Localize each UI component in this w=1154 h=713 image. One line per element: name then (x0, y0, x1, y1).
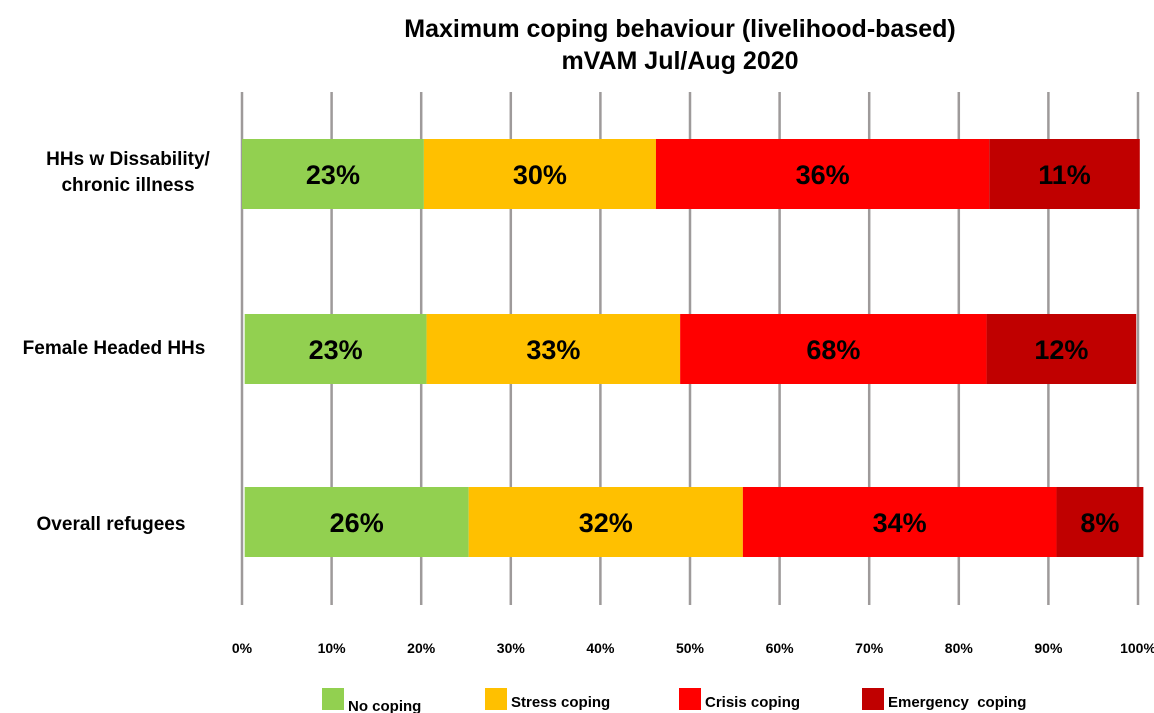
bar-segment (244, 314, 427, 384)
x-tick-label: 70% (855, 640, 884, 656)
data-labels: 23% 30% 36% 11% 23% 33% 68% 12% 26% 32% 34% 8% (306, 160, 1120, 538)
legend-swatch (679, 688, 701, 710)
category-label: HHs w Dissability/ (46, 149, 210, 170)
bars (242, 139, 1144, 557)
legend-label: Crisis coping (705, 694, 800, 711)
x-axis-ticks: 0% 10% 20% 30% 40% 50% 60% 70% 80% 90% 100% (232, 640, 1154, 656)
data-label: 30% (513, 160, 567, 190)
chart-title-line-2: mVAM Jul/Aug 2020 (561, 47, 798, 75)
x-tick-label: 40% (586, 640, 615, 656)
bar-segment (426, 314, 681, 384)
x-tick-label: 0% (232, 640, 253, 656)
x-tick-label: 80% (945, 640, 974, 656)
legend-swatch (485, 688, 507, 710)
bar-segment (242, 139, 424, 209)
legend-label: Stress coping (511, 694, 610, 711)
data-label: 32% (579, 508, 633, 538)
x-tick-label: 90% (1034, 640, 1063, 656)
legend-swatch (322, 688, 344, 710)
legend-label: Emergency coping (888, 694, 1026, 711)
data-label: 33% (526, 335, 580, 365)
bar-segment (468, 487, 743, 557)
x-tick-label: 10% (318, 640, 347, 656)
legend: No coping Stress coping Crisis coping Emerg… (322, 688, 1026, 713)
legend-label: No coping (348, 698, 421, 713)
category-label: Overall refugees (37, 514, 186, 535)
bar-segment (986, 314, 1137, 384)
data-label: 26% (330, 508, 384, 538)
x-tick-label: 100% (1120, 640, 1154, 656)
data-label: 11% (1038, 160, 1091, 190)
x-tick-label: 30% (497, 640, 526, 656)
category-labels: HHs w Dissability/chronic illness Female … (23, 149, 211, 535)
bar-segment (1056, 487, 1144, 557)
bar-segment (989, 139, 1140, 209)
x-tick-label: 50% (676, 640, 705, 656)
bar-segment (680, 314, 987, 384)
category-label: chronic illness (61, 175, 194, 196)
data-label: 8% (1080, 508, 1119, 538)
data-label: 23% (309, 335, 363, 365)
data-label: 12% (1034, 335, 1088, 365)
data-label: 36% (796, 160, 850, 190)
bar-segment (244, 487, 469, 557)
chart-title-line-1: Maximum coping behaviour (livelihood-bas… (404, 15, 955, 43)
x-tick-label: 60% (766, 640, 795, 656)
data-label: 68% (806, 335, 860, 365)
bar-segment (742, 487, 1057, 557)
bar-segment (423, 139, 656, 209)
data-label: 23% (306, 160, 360, 190)
bar-segment (655, 139, 990, 209)
legend-swatch (862, 688, 884, 710)
category-label: Female Headed HHs (23, 338, 206, 359)
data-label: 34% (873, 508, 927, 538)
x-tick-label: 20% (407, 640, 436, 656)
